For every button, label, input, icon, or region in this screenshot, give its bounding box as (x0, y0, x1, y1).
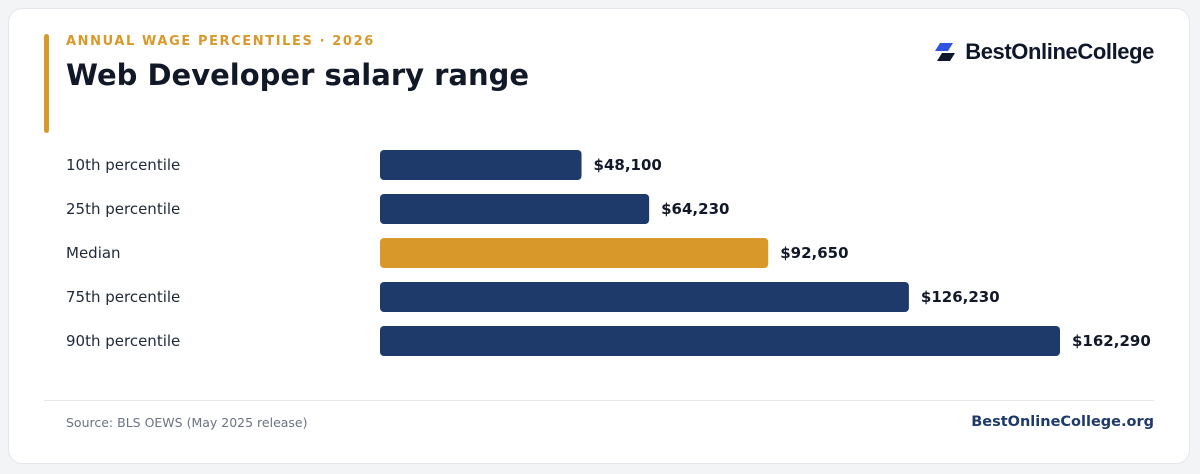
logo-lower-shape (937, 53, 956, 61)
category-label-90th-percentile: 90th percentile (66, 332, 180, 350)
value-label-75th-percentile: $126,230 (921, 288, 1000, 306)
bar-75th-percentile (380, 282, 909, 312)
chart-card: ANNUAL WAGE PERCENTILES · 2026 Web Devel… (8, 8, 1190, 464)
source-note: Source: BLS OEWS (May 2025 release) (66, 415, 308, 430)
bar-90th-percentile (380, 326, 1060, 356)
bar-chart: 10th percentile $48,100 25th percentile $64… (66, 150, 1151, 356)
bar-median (380, 238, 769, 268)
footer-divider (44, 400, 1154, 401)
category-label-25th-percentile: 25th percentile (66, 200, 180, 218)
chart-title: Web Developer salary range (66, 58, 530, 92)
accent-bar (44, 34, 49, 133)
logo-upper-shape (935, 43, 954, 51)
value-label-10th-percentile: $48,100 (594, 156, 662, 174)
value-label-median: $92,650 (780, 244, 848, 262)
value-label-25th-percentile: $64,230 (661, 200, 729, 218)
chart-rows: 10th percentile $48,100 25th percentile $64… (66, 150, 1151, 356)
category-label-median: Median (66, 244, 121, 262)
bar-25th-percentile (380, 194, 650, 224)
brand-logo: BestOnlineCollege (933, 39, 1154, 65)
category-label-10th-percentile: 10th percentile (66, 156, 180, 174)
brand-name: BestOnlineCollege (965, 39, 1154, 64)
category-label-75th-percentile: 75th percentile (66, 288, 180, 306)
value-label-90th-percentile: $162,290 (1072, 332, 1151, 350)
footer-site-link[interactable]: BestOnlineCollege.org (971, 414, 1154, 430)
bar-10th-percentile (380, 150, 582, 180)
stacked-parallelogram-logo-icon (935, 43, 956, 61)
chart-eyebrow: ANNUAL WAGE PERCENTILES · 2026 (66, 34, 375, 49)
